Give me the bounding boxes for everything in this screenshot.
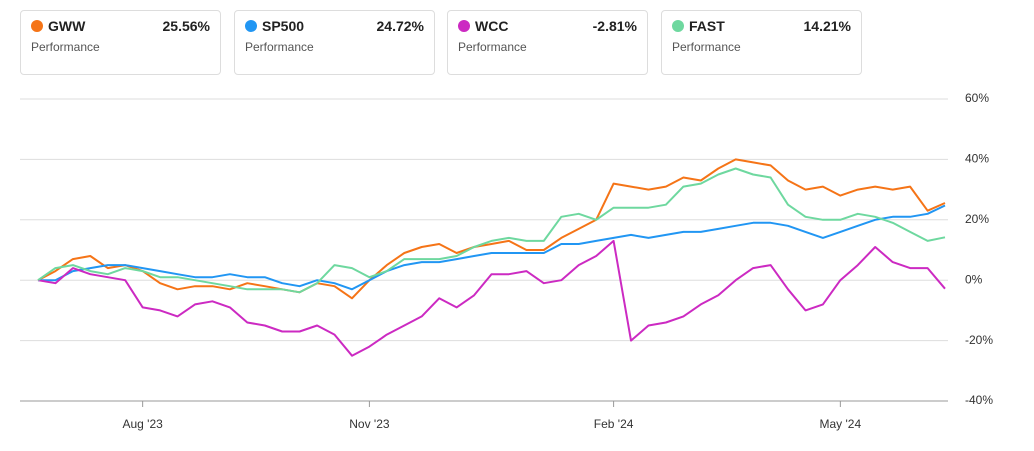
y-tick-label: -20% (965, 333, 993, 347)
legend-name: SP500 (262, 18, 305, 34)
series-line (37, 158, 946, 300)
legend-performance: 25.56% (162, 18, 210, 34)
legend-name: GWW (48, 18, 86, 34)
x-tick-label: Aug '23 (122, 417, 163, 431)
series-line (37, 167, 946, 294)
x-tick-label: Feb '24 (594, 417, 634, 431)
legend-name: FAST (689, 18, 725, 34)
legend-swatch (31, 20, 43, 32)
legend-swatch (672, 20, 684, 32)
legend-card: FAST 14.21% Performance (661, 10, 862, 75)
legend-card: SP500 24.72% Performance (234, 10, 435, 75)
y-tick-label: 0% (965, 272, 983, 286)
y-tick-label: 40% (965, 152, 989, 166)
legend-subtitle: Performance (31, 40, 100, 54)
legend-subtitle: Performance (672, 40, 741, 54)
x-tick-label: Nov '23 (349, 417, 390, 431)
y-tick-label: 60% (965, 91, 989, 105)
legend-subtitle: Performance (245, 40, 314, 54)
legend-subtitle: Performance (458, 40, 527, 54)
series-line (38, 204, 946, 291)
legend-name: WCC (475, 18, 509, 34)
legend-swatch (245, 20, 257, 32)
legend-performance: -2.81% (592, 18, 637, 34)
series-line (37, 239, 946, 357)
legend-card: WCC -2.81% Performance (447, 10, 648, 75)
legend-performance: 14.21% (803, 18, 851, 34)
legend-swatch (458, 20, 470, 32)
y-tick-label: 20% (965, 212, 989, 226)
x-tick-label: May '24 (820, 417, 862, 431)
y-tick-label: -40% (965, 393, 993, 407)
legend-card: GWW 25.56% Performance (20, 10, 221, 75)
legend-performance: 24.72% (376, 18, 424, 34)
